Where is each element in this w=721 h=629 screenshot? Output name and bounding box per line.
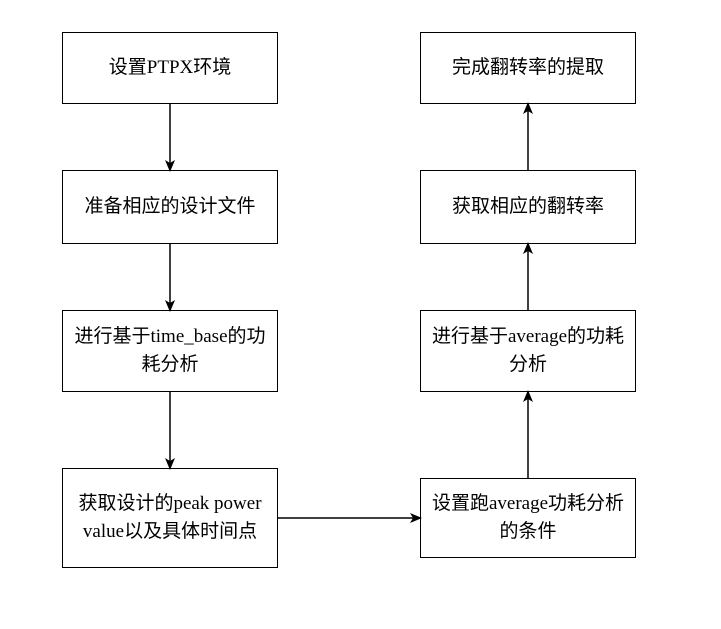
node-avg-conditions: 设置跑average功耗分析的条件 [420, 478, 636, 558]
flowchart-canvas: 设置PTPX环境 准备相应的设计文件 进行基于time_base的功耗分析 获取… [0, 0, 721, 629]
node-average-analysis: 进行基于average的功耗分析 [420, 310, 636, 392]
node-prepare-design: 准备相应的设计文件 [62, 170, 278, 244]
node-peak-power: 获取设计的peak power value以及具体时间点 [62, 468, 278, 568]
node-done-toggle-rate: 完成翻转率的提取 [420, 32, 636, 104]
node-time-base-analysis: 进行基于time_base的功耗分析 [62, 310, 278, 392]
node-get-toggle-rate: 获取相应的翻转率 [420, 170, 636, 244]
node-setup-ptpx: 设置PTPX环境 [62, 32, 278, 104]
